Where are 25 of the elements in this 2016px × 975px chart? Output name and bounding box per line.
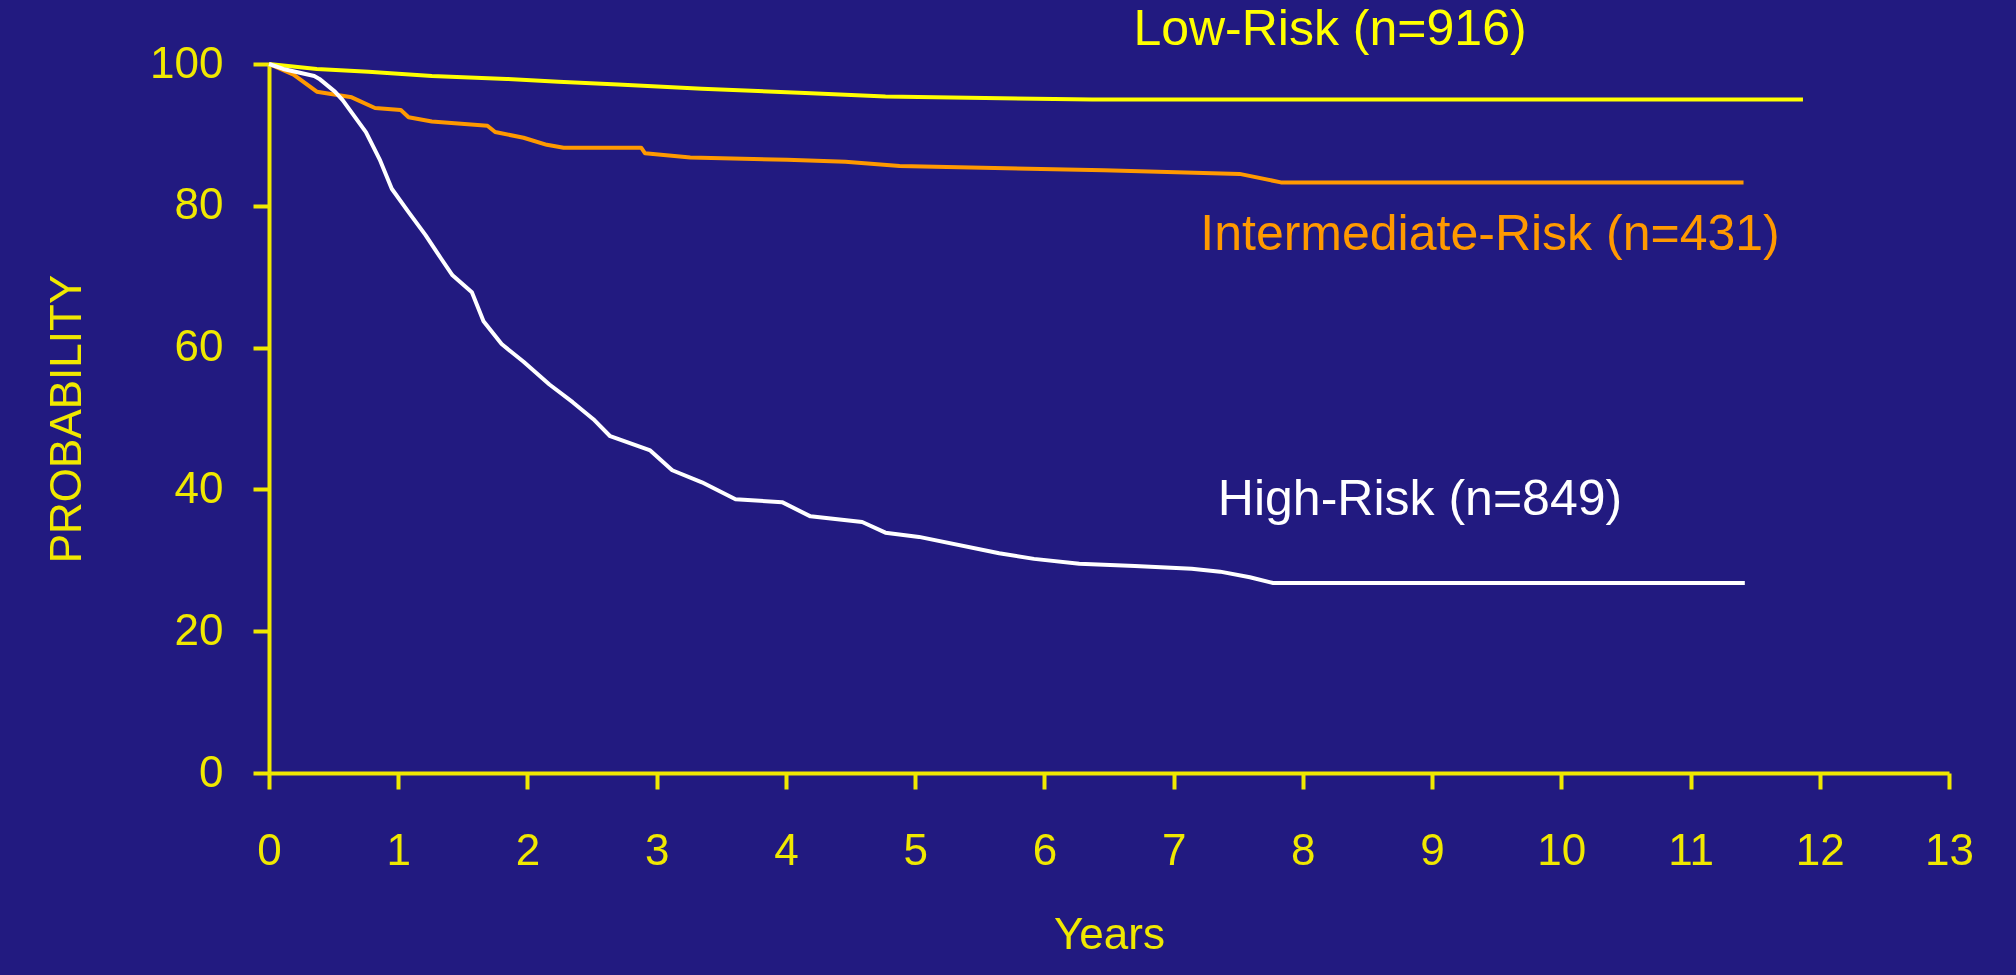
- x-tick-label: 3: [644, 824, 670, 874]
- y-tick-label: 0: [199, 746, 224, 796]
- series-label: Intermediate-Risk (n=431): [1200, 205, 1780, 261]
- x-tick-label: 7: [1161, 824, 1187, 874]
- x-tick-label: 6: [1032, 824, 1058, 874]
- x-tick-label: 8: [1291, 824, 1316, 874]
- x-tick-label: 13: [1925, 824, 1974, 874]
- series-label: High-Risk (n=849): [1217, 470, 1623, 526]
- y-tick-label: 20: [174, 604, 224, 654]
- x-tick-label: 1: [386, 824, 411, 874]
- y-tick-label: 40: [174, 462, 224, 512]
- x-tick-label: 9: [1420, 824, 1445, 874]
- x-tick-label: 10: [1537, 824, 1587, 874]
- x-tick-label: 2: [515, 824, 541, 874]
- series-label: Low-Risk (n=916): [1133, 0, 1527, 56]
- x-axis-title: Years: [1054, 908, 1165, 958]
- y-tick-label: 60: [174, 321, 224, 371]
- x-tick-label: 11: [1668, 824, 1714, 874]
- x-tick-label: 12: [1795, 824, 1845, 874]
- y-tick-label: 100: [150, 37, 224, 87]
- x-tick-label: 5: [903, 824, 928, 874]
- y-tick-label: 80: [174, 179, 224, 229]
- x-tick-label: 4: [774, 824, 799, 874]
- y-axis-title: PROBABILITY: [41, 274, 91, 564]
- x-tick-label: 0: [257, 824, 282, 874]
